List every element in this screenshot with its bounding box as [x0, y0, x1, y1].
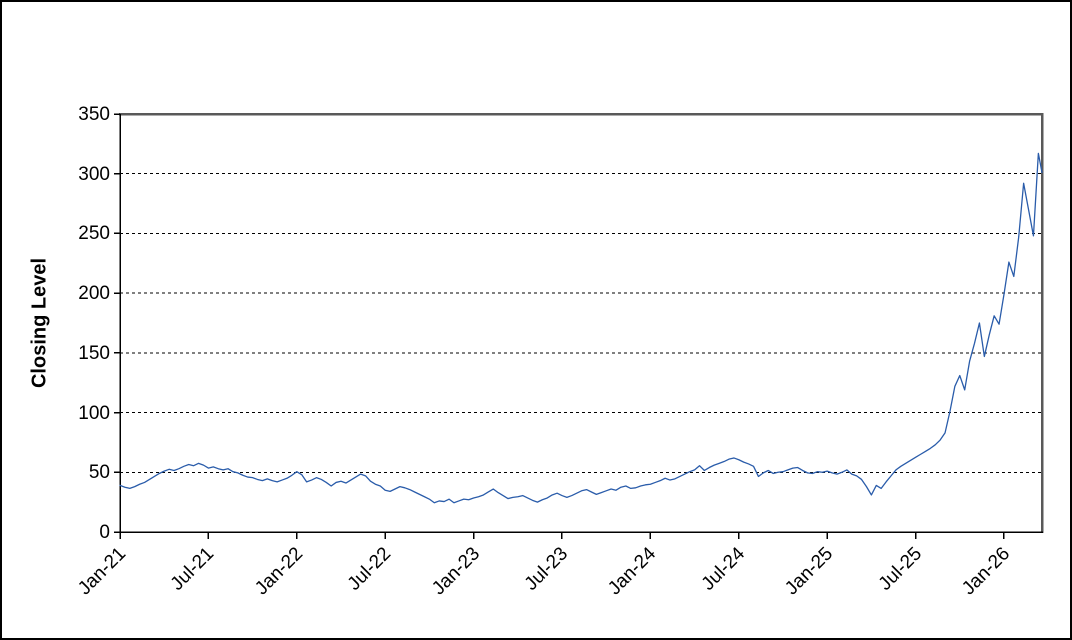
y-tick-label: 150 — [78, 342, 110, 364]
y-tick-label: 0 — [99, 522, 110, 543]
y-tick-label: 300 — [78, 163, 110, 185]
y-tick-label: 250 — [78, 223, 110, 245]
y-axis-title: Closing Level — [28, 257, 51, 389]
series-line-closing-level — [119, 152, 1043, 504]
y-tick-label: 100 — [78, 402, 110, 424]
y-tick-label: 50 — [88, 462, 110, 484]
y-tick-label: 200 — [78, 283, 110, 305]
y-tick-label: 350 — [78, 104, 110, 125]
